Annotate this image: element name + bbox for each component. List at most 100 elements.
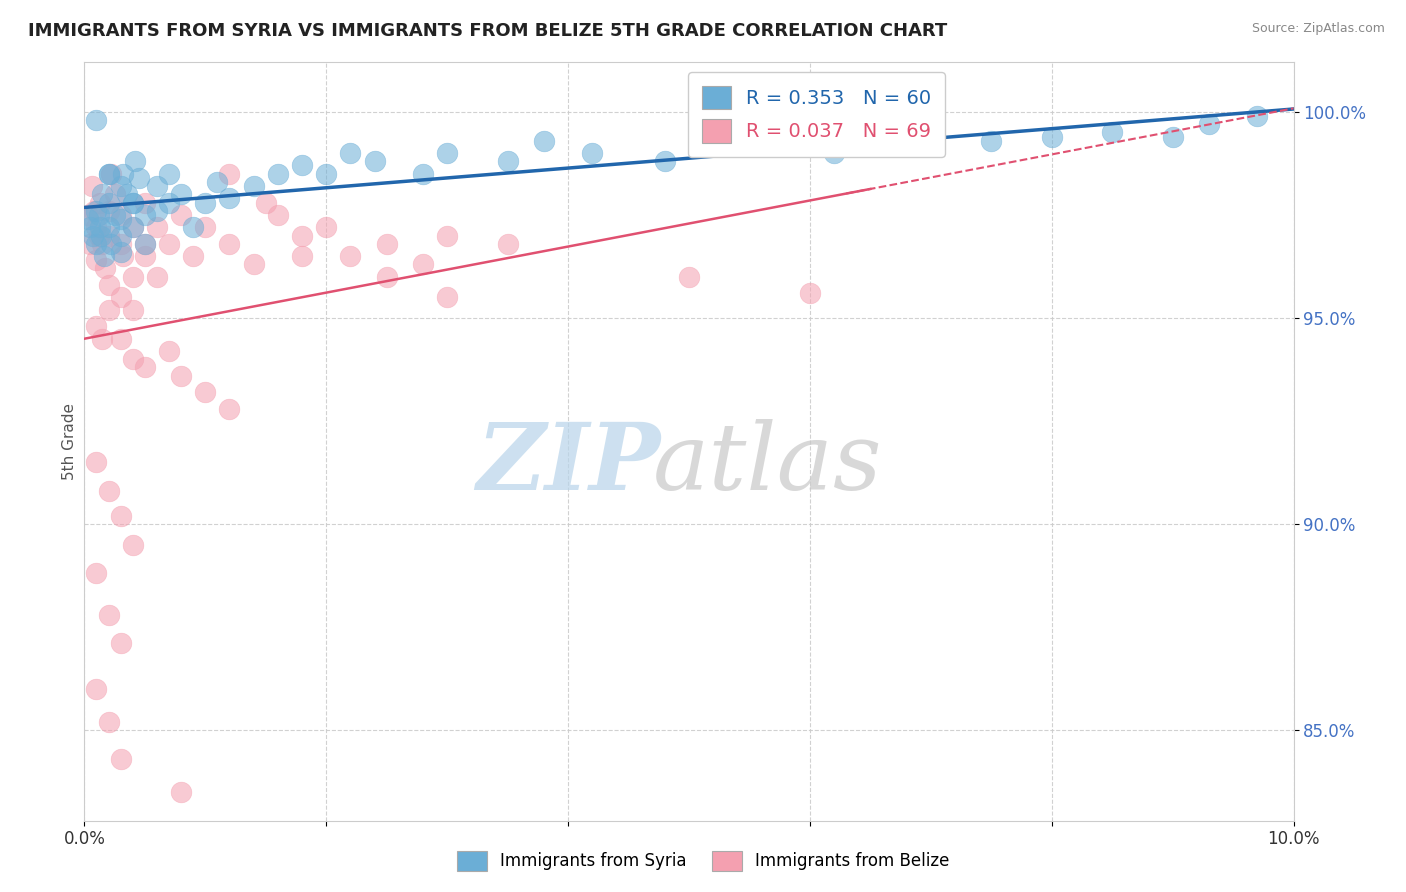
Point bbox=[157, 167, 180, 181]
Point bbox=[115, 187, 138, 202]
Point bbox=[86, 220, 108, 235]
Point bbox=[86, 113, 108, 128]
Point bbox=[242, 257, 264, 271]
Point bbox=[110, 179, 132, 194]
Point bbox=[823, 146, 845, 161]
Legend: Immigrants from Syria, Immigrants from Belize: Immigrants from Syria, Immigrants from B… bbox=[449, 842, 957, 880]
Point bbox=[110, 290, 132, 304]
Point bbox=[157, 195, 180, 210]
Point bbox=[97, 607, 120, 622]
Point bbox=[94, 261, 117, 276]
Point bbox=[110, 212, 132, 227]
Point bbox=[87, 208, 110, 222]
Point bbox=[97, 277, 120, 292]
Point bbox=[91, 236, 114, 251]
Point bbox=[97, 714, 120, 729]
Point bbox=[194, 385, 217, 400]
Point bbox=[412, 167, 434, 181]
Point bbox=[339, 146, 361, 161]
Point bbox=[93, 249, 115, 263]
Point bbox=[134, 208, 156, 222]
Point bbox=[110, 236, 132, 251]
Point bbox=[86, 203, 108, 218]
Point bbox=[110, 752, 132, 766]
Point bbox=[375, 236, 398, 251]
Point bbox=[134, 360, 156, 375]
Point bbox=[291, 228, 314, 243]
Point bbox=[90, 228, 112, 243]
Point bbox=[339, 249, 361, 263]
Point bbox=[87, 228, 110, 243]
Legend: R = 0.353   N = 60, R = 0.037   N = 69: R = 0.353 N = 60, R = 0.037 N = 69 bbox=[688, 72, 945, 157]
Point bbox=[218, 401, 240, 416]
Point bbox=[1246, 109, 1268, 123]
Point bbox=[170, 187, 193, 202]
Point bbox=[86, 681, 108, 696]
Text: Source: ZipAtlas.com: Source: ZipAtlas.com bbox=[1251, 22, 1385, 36]
Point bbox=[110, 508, 132, 523]
Point bbox=[97, 483, 120, 498]
Point bbox=[496, 236, 519, 251]
Point bbox=[581, 146, 603, 161]
Point bbox=[79, 220, 101, 235]
Point bbox=[363, 154, 385, 169]
Point bbox=[97, 220, 120, 235]
Point bbox=[242, 179, 264, 194]
Point bbox=[97, 167, 120, 181]
Point bbox=[124, 154, 146, 169]
Point bbox=[412, 257, 434, 271]
Text: ZIP: ZIP bbox=[475, 419, 661, 509]
Point bbox=[97, 195, 120, 210]
Text: atlas: atlas bbox=[652, 419, 883, 509]
Point bbox=[181, 220, 204, 235]
Point bbox=[110, 228, 132, 243]
Point bbox=[100, 167, 122, 181]
Point bbox=[80, 179, 103, 194]
Y-axis label: 5th Grade: 5th Grade bbox=[62, 403, 77, 480]
Point bbox=[91, 332, 114, 346]
Point bbox=[121, 220, 143, 235]
Point bbox=[121, 537, 143, 551]
Point bbox=[77, 212, 100, 227]
Point bbox=[112, 249, 135, 263]
Point bbox=[121, 195, 143, 210]
Point bbox=[436, 290, 458, 304]
Point bbox=[218, 236, 240, 251]
Point bbox=[799, 286, 821, 301]
Point bbox=[112, 167, 135, 181]
Point bbox=[121, 269, 143, 284]
Point bbox=[315, 167, 337, 181]
Point bbox=[194, 195, 217, 210]
Point bbox=[170, 368, 193, 383]
Point bbox=[436, 146, 458, 161]
Point bbox=[110, 245, 132, 260]
Point bbox=[97, 302, 120, 317]
Point bbox=[218, 167, 240, 181]
Point bbox=[267, 167, 290, 181]
Point bbox=[121, 195, 143, 210]
Point bbox=[97, 167, 120, 181]
Point bbox=[110, 636, 132, 650]
Point bbox=[218, 191, 240, 205]
Point bbox=[134, 195, 156, 210]
Point bbox=[134, 236, 156, 251]
Point bbox=[134, 236, 156, 251]
Point bbox=[170, 208, 193, 222]
Point bbox=[496, 154, 519, 169]
Point bbox=[128, 170, 150, 185]
Point bbox=[291, 249, 314, 263]
Point bbox=[97, 203, 120, 218]
Point bbox=[121, 352, 143, 367]
Point bbox=[146, 179, 169, 194]
Point bbox=[100, 236, 122, 251]
Point bbox=[533, 134, 555, 148]
Point bbox=[146, 220, 169, 235]
Point bbox=[86, 455, 108, 469]
Point bbox=[436, 228, 458, 243]
Point bbox=[79, 236, 101, 251]
Point bbox=[86, 566, 108, 581]
Point bbox=[157, 236, 180, 251]
Point bbox=[291, 158, 314, 172]
Point bbox=[980, 134, 1002, 148]
Point bbox=[86, 236, 108, 251]
